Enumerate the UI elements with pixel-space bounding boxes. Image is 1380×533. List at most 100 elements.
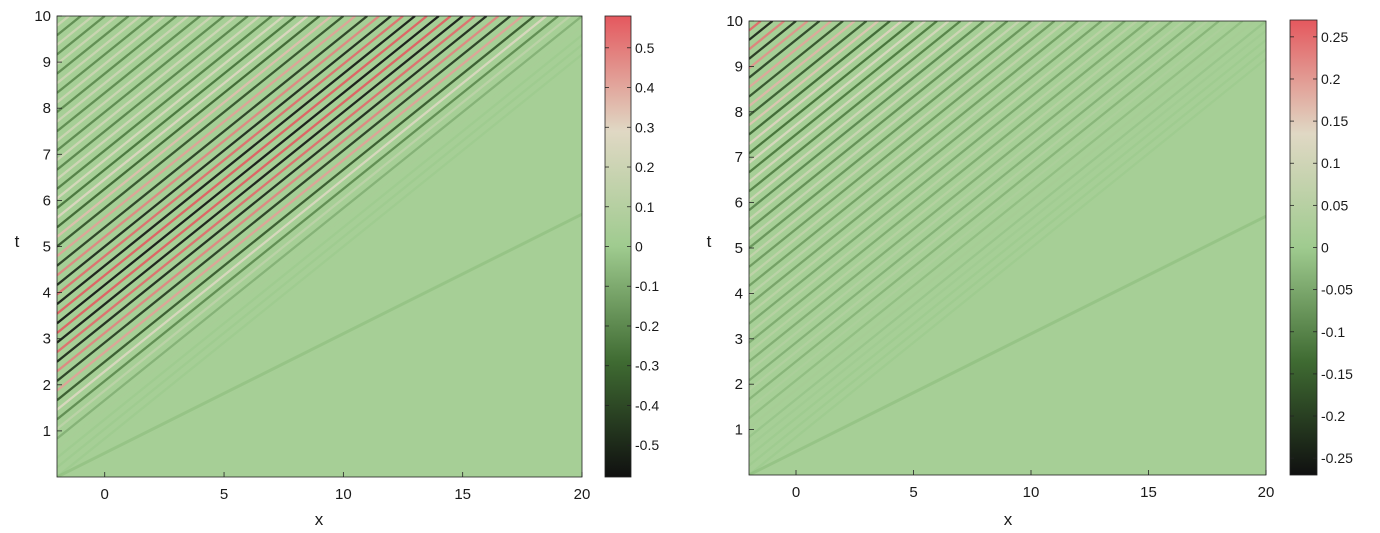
x-tick-label: 5 — [220, 486, 228, 503]
y-tick-label: 1 — [43, 423, 51, 440]
heatmap-stripe — [749, 21, 832, 89]
heatmap-stripe — [57, 16, 571, 430]
heatmap-stripe — [749, 21, 1138, 335]
heatmap-stripe — [57, 16, 261, 181]
heatmap-stripe — [57, 16, 582, 440]
heatmap-stripe — [749, 21, 774, 41]
heatmap-stripe — [749, 21, 962, 193]
heatmap-stripe — [57, 16, 380, 277]
y-tick-label: 4 — [43, 285, 51, 302]
colorbar-tick-label: 0.15 — [1321, 113, 1348, 129]
y-tick-label: 8 — [43, 100, 51, 117]
heatmap-stripe — [749, 21, 973, 202]
y-tick-label: 6 — [43, 192, 51, 209]
x-axis-label-2: x — [1004, 510, 1013, 529]
heatmap-stripe — [57, 16, 559, 421]
heatmap-stripe — [57, 16, 500, 373]
heatmap-stripe — [57, 16, 225, 152]
y-tick-label: 2 — [43, 377, 51, 394]
heatmap-stripe — [749, 21, 1091, 297]
heatmap-stripe — [57, 16, 118, 65]
heatmap-stripe — [749, 21, 1009, 230]
y-tick-label: 3 — [735, 331, 743, 348]
colorbar-1: -0.5 -0.4 -0.3 -0.2 -0.1 0 0.1 0.2 0.3 0.4 0.5 — [604, 15, 659, 478]
heatmap-stripe — [749, 21, 1208, 391]
x-axis-label-1: x — [315, 510, 324, 529]
colorbar-1-gradient — [604, 15, 632, 478]
heatmap-stripe — [749, 21, 891, 136]
heatmap-stripe — [57, 16, 547, 411]
x-tick-label: 0 — [792, 484, 800, 501]
heatmap-stripe — [57, 16, 142, 85]
y-tick-label: 6 — [735, 195, 743, 212]
heatmap-stripe — [749, 21, 903, 145]
y-tick-label: 5 — [735, 240, 743, 257]
heatmap-stripe — [749, 21, 1232, 410]
heatmap-stripe — [57, 16, 476, 354]
heatmap-stripe — [57, 16, 416, 306]
heatmap-stripe — [57, 16, 154, 94]
heatmap-stripe — [749, 21, 762, 32]
x-tick-label: 10 — [1023, 484, 1040, 501]
x-tick-label: 20 — [574, 486, 591, 503]
heatmap-stripe — [749, 21, 1173, 363]
x-tick-label: 15 — [1140, 484, 1157, 501]
heatmap-stripe — [749, 57, 1266, 475]
heatmap-stripe — [749, 38, 1266, 457]
heatmap-stripe — [57, 16, 512, 382]
colorbar-1-ticks: -0.5 -0.4 -0.3 -0.2 -0.1 0 0.1 0.2 0.3 0.4 0.5 — [605, 40, 659, 453]
heatmap-stripe — [57, 16, 82, 37]
heatmap-stripe — [57, 16, 130, 75]
heatmap-stripe — [57, 16, 178, 113]
heatmap-stripe — [57, 16, 237, 161]
y-tick-label: 1 — [735, 422, 743, 439]
heatmap-stripe — [57, 16, 392, 286]
panel-1: 0 5 10 15 20 1 2 3 4 5 6 7 8 9 10 x t -0.5 -0.4 -0.3 -0.2… — [15, 8, 660, 529]
y-tick-label: 8 — [735, 104, 743, 121]
heatmap-stripe — [749, 21, 879, 126]
heatmap-stripe — [749, 21, 1220, 401]
heatmap-pattern-2 — [749, 21, 1266, 475]
heatmap-stripe — [749, 21, 809, 70]
colorbar-tick-label: 0.5 — [635, 40, 655, 56]
colorbar-tick-label: 0 — [1321, 240, 1329, 256]
heatmap-stripe — [57, 16, 368, 267]
colorbar-tick-label: 0.1 — [1321, 155, 1341, 171]
heatmap-stripe — [57, 16, 428, 315]
heatmap-stripe — [749, 21, 1185, 372]
x-tick-label: 20 — [1258, 484, 1275, 501]
y-tick-label: 4 — [735, 285, 743, 302]
colorbar-tick-label: -0.05 — [1321, 282, 1353, 298]
colorbar-tick-label: 0.4 — [635, 80, 655, 96]
y-tick-label: 9 — [735, 58, 743, 75]
wave-front-line — [749, 214, 1266, 475]
y-tick-label: 10 — [726, 13, 743, 30]
heatmap-stripe — [749, 21, 844, 98]
heatmap-stripe — [57, 52, 582, 477]
heatmap-stripe — [57, 16, 273, 190]
colorbar-2-gradient — [1289, 19, 1318, 476]
x-tick-label: 15 — [454, 486, 471, 503]
heatmap-stripe — [57, 16, 440, 325]
colorbar-2: -0.25 -0.2 -0.15 -0.1 -0.05 0 0.05 0.1 0.15 0.2 0.… — [1289, 19, 1353, 476]
heatmap-pattern-1 — [57, 16, 582, 477]
heatmap-stripe — [749, 21, 856, 108]
y-tick-label: 2 — [735, 376, 743, 393]
colorbar-tick-label: -0.2 — [635, 318, 659, 334]
colorbar-tick-label: -0.15 — [1321, 366, 1353, 382]
heatmap-stripe — [749, 28, 1266, 448]
heatmap-stripe — [749, 21, 997, 221]
heatmap-stripe — [57, 16, 321, 229]
heatmap-stripe — [57, 16, 201, 133]
heatmap-stripe — [749, 21, 797, 60]
heatmap-stripe — [749, 21, 950, 183]
heatmap-stripe — [749, 21, 915, 155]
colorbar-2-ticks: -0.25 -0.2 -0.15 -0.1 -0.05 0 0.05 0.1 0.15 0.2 0.… — [1290, 29, 1353, 466]
colorbar-tick-label: -0.5 — [635, 437, 659, 453]
heatmap-stripe — [749, 21, 1067, 278]
y-tick-label: 7 — [735, 149, 743, 166]
heatmap-stripe — [749, 21, 1103, 306]
y-axis-label-2: t — [707, 232, 712, 251]
